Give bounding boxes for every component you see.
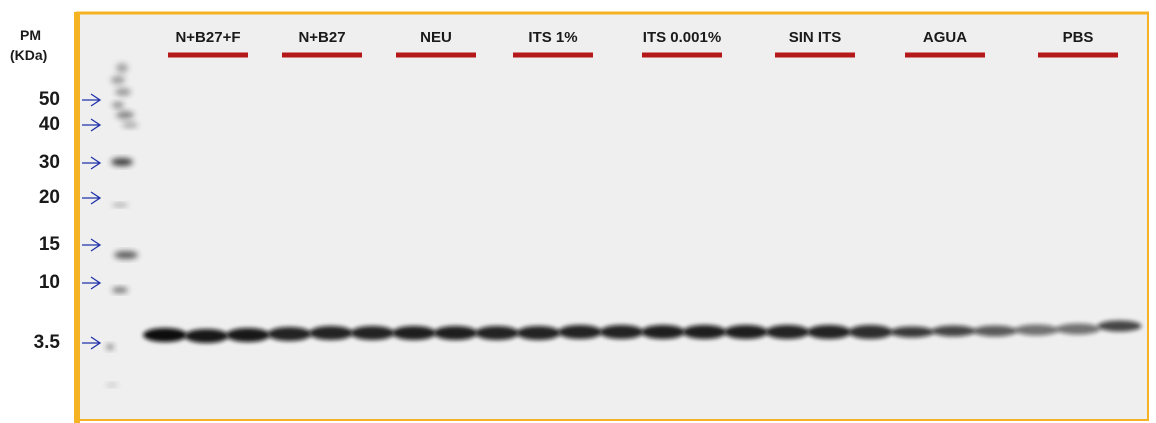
ladder-band <box>114 251 138 259</box>
lane-label: N+B27 <box>298 29 345 46</box>
marker-label: 15 <box>39 234 61 255</box>
lane-label: NEU <box>420 29 452 46</box>
lane-label: ITS 1% <box>528 29 577 46</box>
lane-label: AGUA <box>923 29 967 46</box>
ladder-band <box>116 63 128 73</box>
marker-label: 3.5 <box>34 332 61 353</box>
lane-label: SIN ITS <box>789 29 842 46</box>
ladder-band <box>106 344 114 350</box>
marker-label: 30 <box>39 152 60 173</box>
header-title: PM <box>20 27 41 43</box>
band <box>1015 325 1059 336</box>
lane-label: PBS <box>1063 29 1094 46</box>
band <box>185 329 229 343</box>
ladder-band <box>116 111 134 119</box>
lane-label: ITS 0.001% <box>643 29 721 46</box>
band <box>973 326 1017 337</box>
band <box>724 325 768 339</box>
band <box>434 326 478 340</box>
band <box>683 325 727 339</box>
membrane <box>76 13 1148 420</box>
band <box>1056 324 1100 335</box>
band <box>890 327 934 338</box>
band <box>849 325 893 339</box>
header-unit: (KDa) <box>10 47 47 63</box>
ladder-band <box>112 287 128 293</box>
band <box>600 325 644 339</box>
band <box>392 326 436 340</box>
ladder-band <box>112 102 124 108</box>
marker-label: 40 <box>39 114 60 135</box>
lane-label: N+B27+F <box>175 29 240 46</box>
band <box>807 325 851 339</box>
band <box>766 325 810 339</box>
ladder-band <box>106 383 118 387</box>
marker-label: 20 <box>39 187 60 208</box>
band <box>932 326 976 337</box>
band <box>558 325 602 339</box>
band <box>475 326 519 340</box>
band <box>641 325 685 339</box>
marker-label: 10 <box>39 272 60 293</box>
ladder-band <box>111 158 133 166</box>
band <box>1098 321 1142 332</box>
ladder-band <box>112 203 128 207</box>
marker-label: 50 <box>39 89 60 110</box>
western-blot: PM (KDa) 50 40 30 20 15 10 3.5 N+B27+F N+B27 NEU… <box>0 0 1156 423</box>
ladder-band <box>122 122 138 128</box>
band <box>351 326 395 340</box>
ladder-band <box>115 88 131 96</box>
ladder-band <box>111 76 125 84</box>
band <box>226 328 270 342</box>
band <box>268 327 312 341</box>
band <box>143 328 187 342</box>
band <box>309 326 353 340</box>
band <box>517 326 561 340</box>
